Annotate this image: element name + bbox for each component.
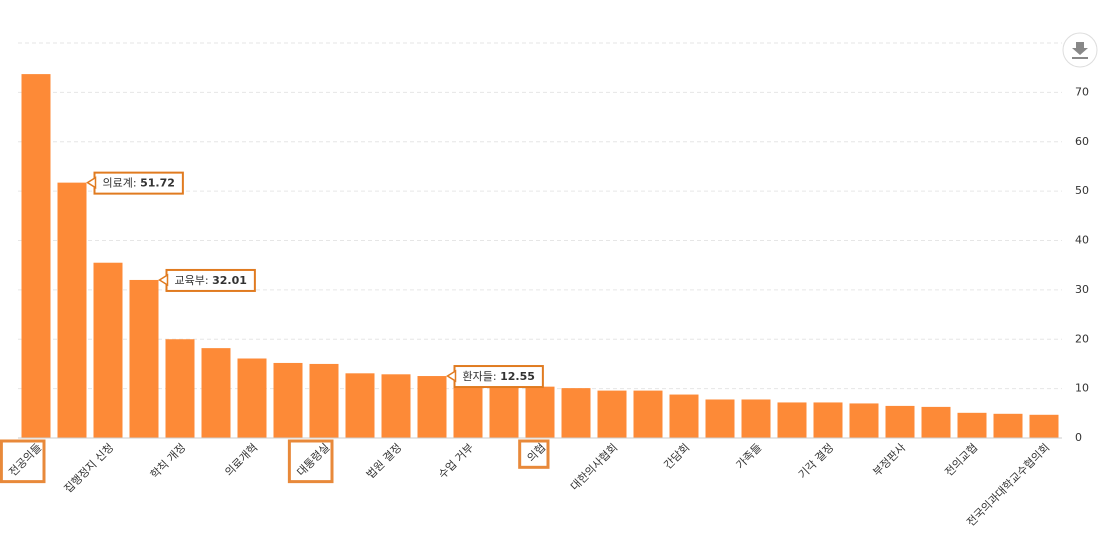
bar (273, 362, 303, 438)
download-icon[interactable] (1072, 42, 1088, 59)
tooltip: 의료계: 51.72 (86, 171, 184, 195)
bar (633, 390, 663, 438)
bar (993, 413, 1023, 438)
bar (237, 358, 267, 438)
tooltip-value: 51.72 (140, 177, 175, 190)
x-tick-label: 기각 결정 (796, 441, 836, 481)
bar (201, 348, 231, 438)
tooltip-pointer (86, 176, 97, 189)
y-tick-label: 10 (1075, 382, 1089, 395)
tooltip-name: 의료계 (103, 177, 133, 190)
x-tick-label: 전공의들 (6, 441, 44, 479)
x-tick-label: 가족들 (734, 441, 765, 472)
x-tick-label: 의료개혁 (222, 441, 260, 479)
tooltip-text: 의료계: 51.72 (103, 177, 175, 190)
bar (129, 279, 159, 438)
tooltip-value: 12.55 (500, 370, 535, 383)
x-tick-label: 의협 (525, 441, 549, 465)
y-tick-label: 40 (1075, 234, 1089, 247)
y-tick-label: 0 (1075, 431, 1082, 444)
x-tick-label: 부정판사 (870, 441, 908, 479)
bar (561, 388, 591, 438)
bar (165, 339, 195, 438)
label-highlight (287, 439, 334, 484)
download-button[interactable] (1062, 32, 1098, 68)
x-tick-label: 간담회 (662, 441, 693, 472)
tooltip-text: 교육부: 32.01 (175, 274, 247, 287)
x-tick-label: 집행정지 신청 (62, 441, 117, 496)
tooltip-value: 32.01 (212, 274, 247, 287)
bar (741, 399, 771, 438)
label-highlight (518, 439, 550, 469)
x-tick-label: 수업 거부 (436, 441, 476, 481)
y-tick-label: 70 (1075, 85, 1089, 98)
bar (489, 386, 519, 438)
y-tick-label: 20 (1075, 332, 1089, 345)
tooltip-separator: : (205, 274, 212, 287)
tooltip-separator: : (493, 370, 500, 383)
bar (21, 74, 51, 438)
bar (885, 405, 915, 438)
label-highlight (0, 439, 46, 484)
bar (525, 386, 555, 438)
bar (669, 394, 699, 438)
bar (381, 374, 411, 438)
x-tick-label: 법원 결정 (364, 441, 404, 481)
tooltip: 교육부: 32.01 (158, 268, 256, 292)
x-tick-label: 전의교협 (942, 441, 980, 479)
bar (453, 383, 483, 438)
x-tick-label: 전국의과대학교수협의회 (964, 441, 1052, 529)
tooltip-name: 교육부 (175, 274, 205, 287)
bar (777, 402, 807, 438)
x-tick-label: 대한의사협회 (568, 441, 620, 493)
bar (705, 399, 735, 438)
y-tick-label: 60 (1075, 135, 1089, 148)
bar (345, 373, 375, 438)
bar (813, 402, 843, 438)
tooltip: 환자들: 12.55 (446, 365, 544, 389)
bar (957, 412, 987, 438)
bar (309, 363, 339, 438)
tooltip-pointer (158, 273, 169, 287)
tooltip-separator: : (133, 177, 140, 190)
tooltip-pointer (446, 369, 457, 383)
bar (1029, 414, 1059, 438)
tooltip-text: 환자들: 12.55 (463, 370, 535, 383)
bar (921, 406, 951, 438)
x-tick-label: 학칙 개정 (148, 441, 188, 481)
bar (849, 403, 879, 438)
bar (417, 376, 447, 438)
x-tick-label: 대통령실 (294, 441, 332, 479)
bar (597, 390, 627, 438)
y-tick-label: 30 (1075, 283, 1089, 296)
bar (93, 262, 123, 438)
bar (57, 182, 87, 438)
tooltip-name: 환자들 (463, 370, 493, 383)
y-tick-label: 50 (1075, 184, 1089, 197)
